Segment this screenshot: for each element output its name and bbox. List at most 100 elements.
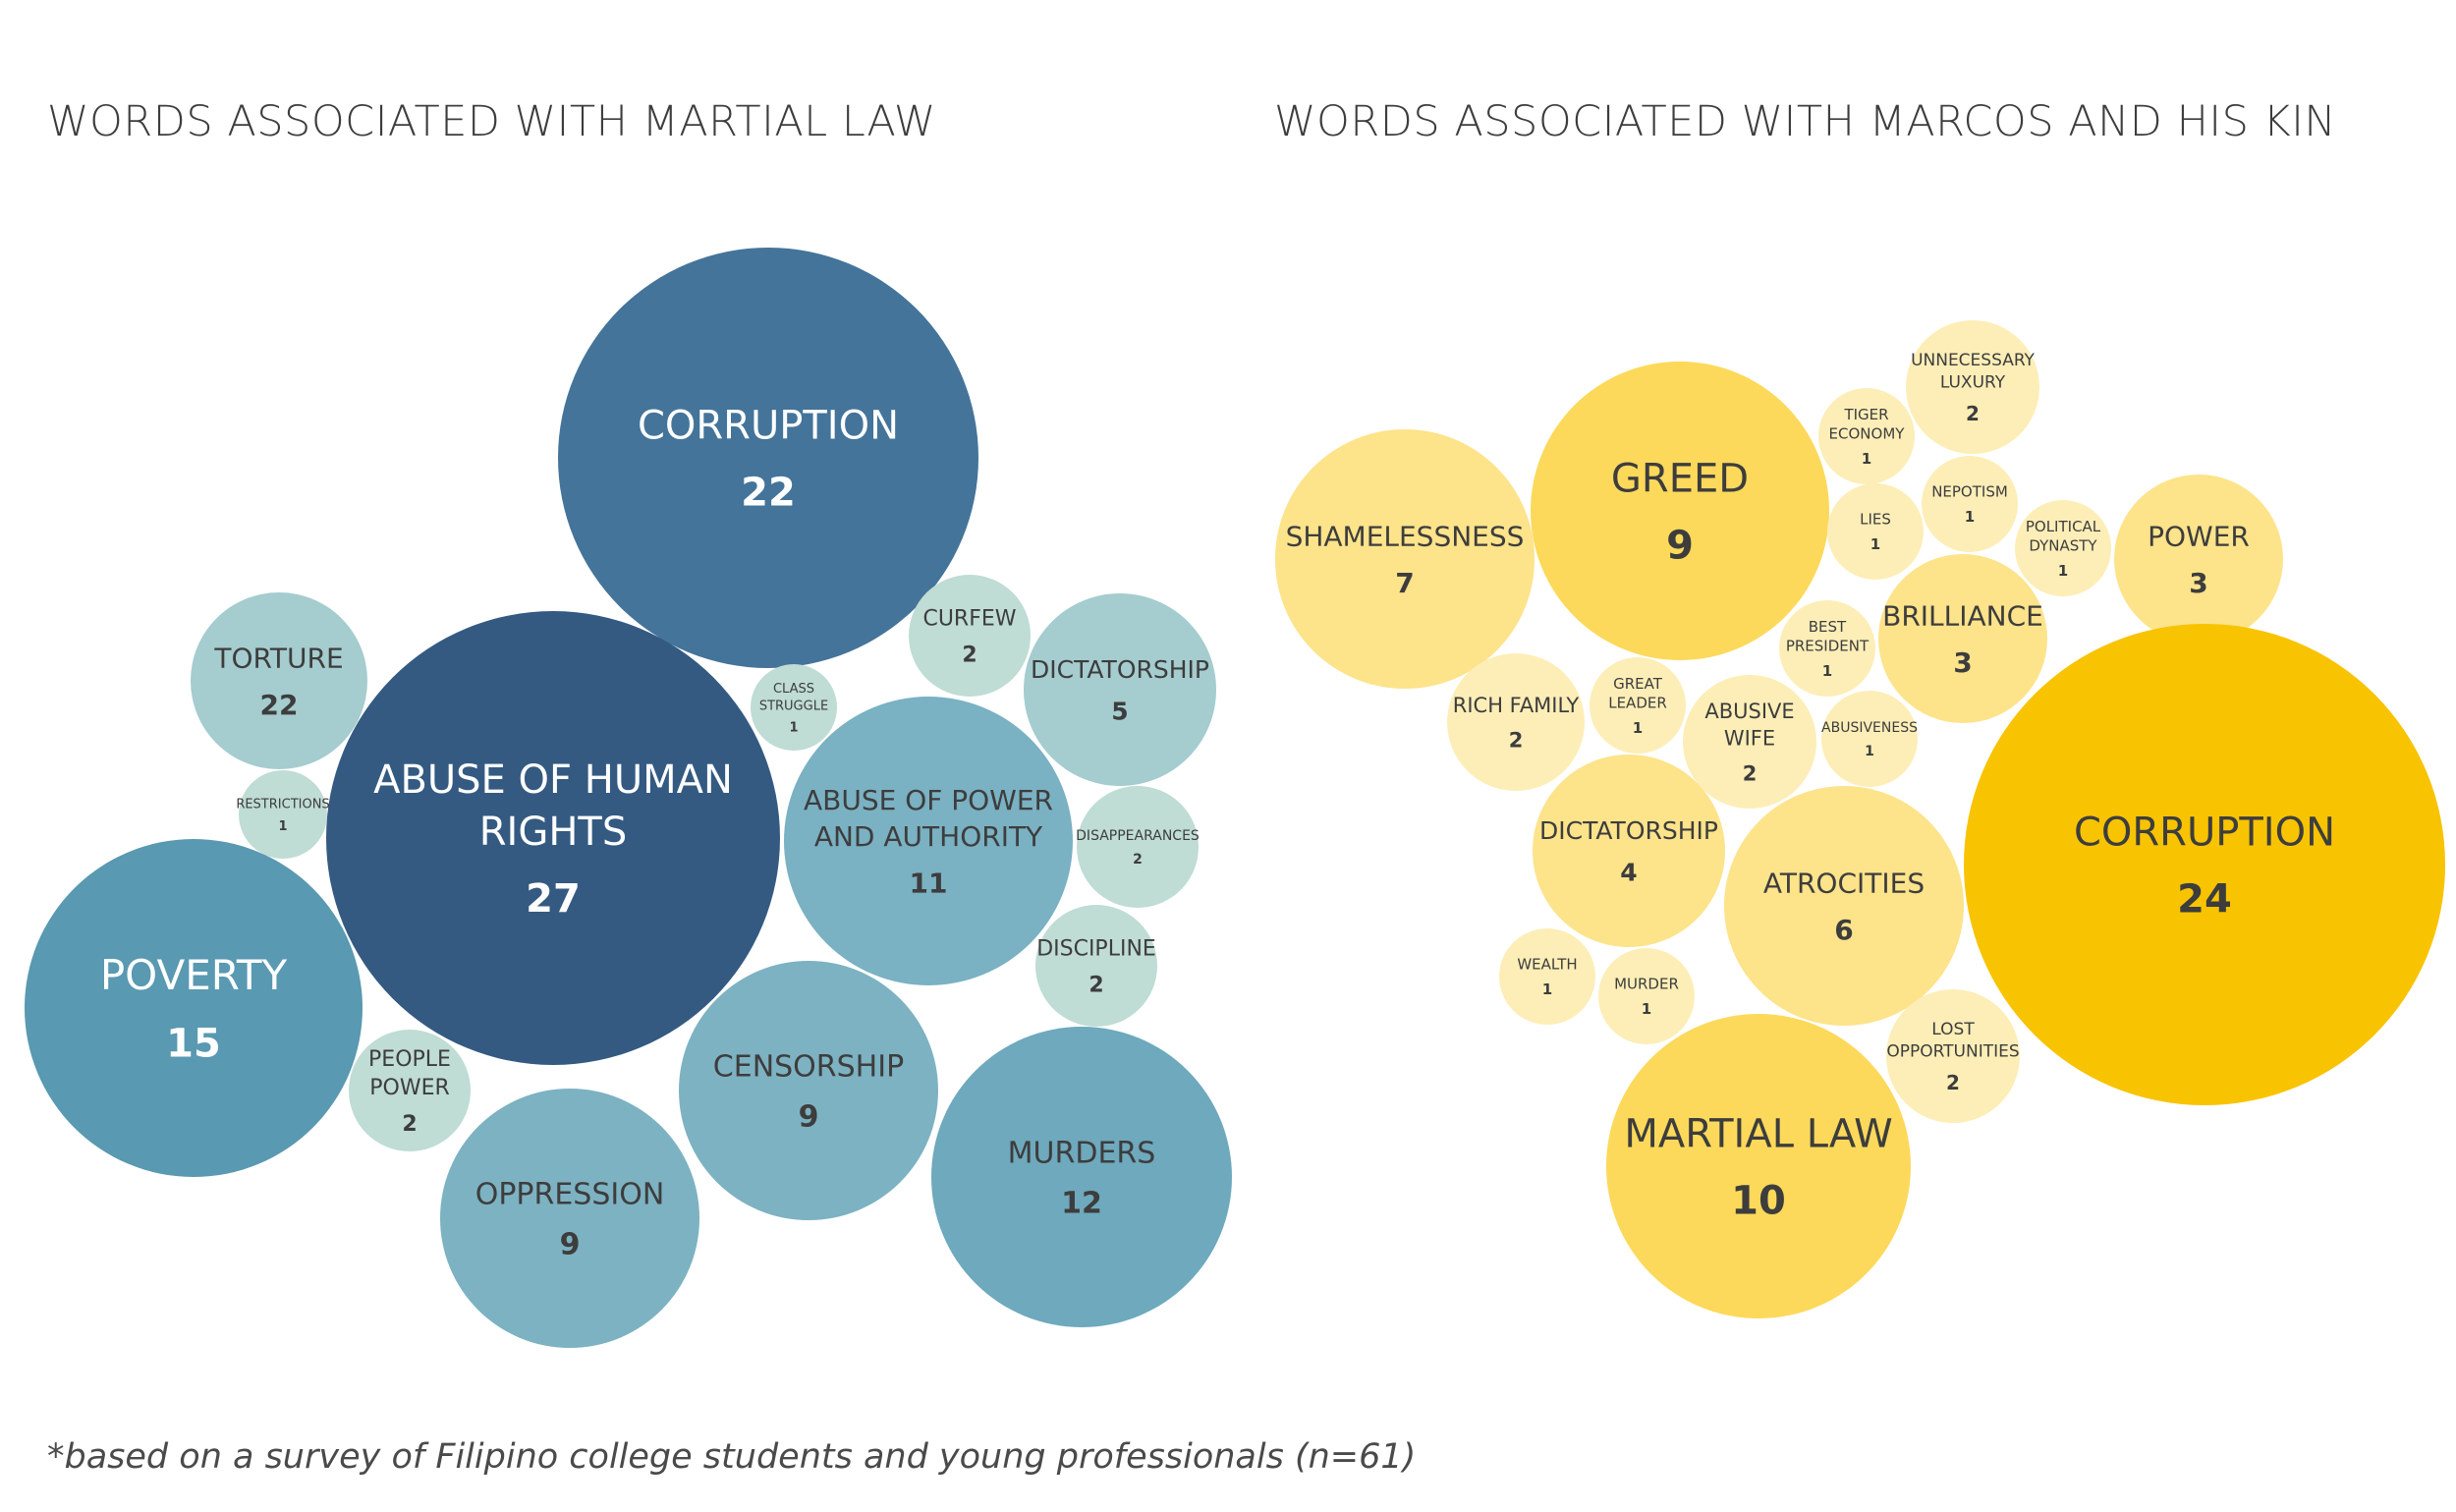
martial-law-bubble-label-torture-1: TORTURE	[213, 642, 343, 674]
marcos-bubble-label-tiger-economy-1: TIGER	[1843, 406, 1888, 423]
martial-law-bubble-label-class-struggle-2: STRUGGLE	[759, 699, 828, 713]
marcos-bubble-martial-law	[1606, 1014, 1911, 1318]
martial-law-bubble-torture	[191, 592, 367, 769]
marcos-bubble-value-abusive-wife: 2	[1743, 761, 1758, 785]
marcos-bubble-label-great-leader-2: LEADER	[1608, 695, 1667, 712]
marcos-bubble-nepotism	[1922, 456, 2018, 552]
martial-law-bubble-label-discipline-1: DISCIPLINE	[1036, 936, 1156, 961]
martial-law-bubble-value-poverty: 15	[166, 1021, 221, 1066]
marcos-bubble-label-corruption-1: CORRUPTION	[2074, 811, 2335, 856]
marcos-bubble-value-corruption: 24	[2177, 877, 2232, 923]
martial-law-bubble-curfew	[909, 575, 1031, 697]
martial-law-bubble-label-people-power-1: PEOPLE	[368, 1047, 451, 1072]
martial-law-bubble-label-curfew-1: CURFEW	[922, 606, 1016, 631]
marcos-bubble-political-dynasty	[2015, 500, 2111, 596]
marcos-bubble-label-abusive-wife-1: ABUSIVE	[1704, 700, 1794, 723]
marcos-bubble-label-tiger-economy-2: ECONOMY	[1829, 425, 1906, 443]
martial-law-bubble-label-people-power-2: POWER	[369, 1076, 450, 1100]
marcos-bubble-value-best-president: 1	[1822, 662, 1832, 680]
martial-law-bubble-restrictions	[239, 770, 327, 859]
martial-law-bubble-value-abuse-of-human-rights: 27	[526, 876, 581, 922]
martial-law-bubble-class-struggle	[751, 664, 837, 751]
martial-law-bubble-dictatorship	[1024, 593, 1216, 786]
martial-law-bubble-value-abuse-of-power-and-authority: 11	[910, 867, 948, 899]
marcos-bubble-label-wealth-1: WEALTH	[1517, 956, 1577, 974]
martial-law-bubble-disappearances	[1077, 786, 1199, 908]
marcos-bubble-value-greed: 9	[1666, 524, 1694, 569]
marcos-bubble-label-lies-1: LIES	[1860, 511, 1891, 529]
marcos-bubble-value-martial-law: 10	[1731, 1179, 1786, 1224]
martial-law-bubble-poverty	[25, 839, 363, 1177]
martial-law-bubble-value-oppression: 9	[560, 1227, 581, 1261]
marcos-bubble-label-best-president-2: PRESIDENT	[1786, 638, 1870, 655]
marcos-bubble-value-unnecessary-luxury: 2	[1966, 402, 1980, 425]
marcos-bubble-label-best-president-1: BEST	[1809, 618, 1847, 636]
marcos-bubble-value-tiger-economy: 1	[1862, 450, 1871, 468]
martial-law-bubble-value-corruption: 22	[741, 471, 796, 516]
marcos-bubble-value-lost-opportunities: 2	[1946, 1071, 1960, 1094]
martial-law-bubble-label-disappearances-1: DISAPPEARANCES	[1076, 828, 1200, 844]
martial-law-bubble-label-censorship-1: CENSORSHIP	[713, 1049, 904, 1084]
chart-title-marcos-kin: WORDS ASSOCIATED WITH MARCOS AND HIS KIN	[1274, 97, 2336, 146]
marcos-bubble-value-abusiveness: 1	[1865, 744, 1874, 759]
martial-law-bubble-value-murders: 12	[1061, 1186, 1102, 1220]
marcos-bubble-value-murder: 1	[1642, 1000, 1651, 1018]
martial-law-bubble-label-restrictions-1: RESTRICTIONS	[236, 798, 329, 812]
martial-law-bubble-murders	[931, 1027, 1232, 1327]
marcos-bubble-murder	[1598, 948, 1695, 1044]
marcos-bubble-label-unnecessary-luxury-2: LUXURY	[1940, 373, 2006, 393]
martial-law-bubble-label-corruption-1: CORRUPTION	[638, 404, 899, 449]
martial-law-bubble-value-censorship: 9	[799, 1099, 819, 1134]
marcos-bubble-label-political-dynasty-1: POLITICAL	[2026, 518, 2101, 535]
martial-law-bubble-people-power	[349, 1030, 471, 1151]
marcos-bubble-label-dictatorship-1: DICTATORSHIP	[1539, 816, 1718, 845]
marcos-bubble-abusive-wife	[1683, 675, 1816, 809]
marcos-bubble-brilliance	[1878, 554, 2047, 723]
marcos-bubble-lost-opportunities	[1886, 989, 2020, 1123]
marcos-bubble-label-greed-1: GREED	[1611, 457, 1749, 502]
martial-law-bubble-value-people-power: 2	[402, 1112, 417, 1137]
marcos-bubble-tiger-economy	[1818, 388, 1915, 484]
martial-law-bubble-value-class-struggle: 1	[789, 720, 798, 735]
marcos-bubble-great-leader	[1590, 657, 1686, 754]
marcos-bubble-label-nepotism-1: NEPOTISM	[1931, 483, 2008, 501]
marcos-bubble-value-brilliance: 3	[1953, 646, 1972, 679]
martial-law-bubble-value-restrictions: 1	[278, 819, 287, 834]
marcos-bubble-label-political-dynasty-2: DYNASTY	[2029, 537, 2097, 555]
marcos-bubble-unnecessary-luxury	[1906, 320, 2039, 454]
marcos-bubble-value-lies: 1	[1870, 535, 1880, 553]
marcos-bubble-greed	[1531, 362, 1829, 660]
martial-law-bubble-label-class-struggle-1: CLASS	[773, 682, 814, 697]
footnote: *based on a survey of Filipino college s…	[47, 1437, 1416, 1477]
marcos-bubble-label-unnecessary-luxury-1: UNNECESSARY	[1911, 351, 2035, 370]
marcos-bubble-label-shamelessness-1: SHAMELESSNESS	[1286, 520, 1525, 552]
marcos-bubble-label-brilliance-1: BRILLIANCE	[1882, 599, 2043, 632]
marcos-bubble-value-dictatorship: 4	[1620, 858, 1637, 886]
martial-law-bubble-label-murders-1: MURDERS	[1008, 1136, 1156, 1170]
marcos-bubble-value-rich-family: 2	[1509, 728, 1524, 752]
marcos-bubble-value-shamelessness: 7	[1395, 567, 1414, 599]
marcos-bubble-value-power: 3	[2189, 567, 2207, 599]
martial-law-bubble-value-discipline: 2	[1088, 974, 1103, 998]
marcos-bubble-best-president	[1779, 600, 1875, 697]
marcos-bubble-label-great-leader-1: GREAT	[1613, 675, 1663, 693]
marcos-bubble-label-lost-opportunities-1: LOST	[1931, 1020, 1975, 1039]
martial-law-bubble-oppression	[440, 1089, 699, 1348]
marcos-bubble-lies	[1827, 483, 1924, 580]
martial-law-bubble-label-poverty-1: POVERTY	[100, 951, 288, 999]
marcos-bubble-label-martial-law-1: MARTIAL LAW	[1624, 1112, 1892, 1157]
martial-law-bubble-label-abuse-of-human-rights-1: ABUSE OF HUMAN	[373, 757, 733, 803]
marcos-bubble-value-atrocities: 6	[1834, 914, 1853, 946]
chart-title-martial-law: WORDS ASSOCIATED WITH MARTIAL LAW	[47, 97, 936, 146]
marcos-bubble-rich-family	[1447, 653, 1585, 791]
martial-law-bubble-corruption	[558, 248, 978, 668]
marcos-bubble-label-murder-1: MURDER	[1614, 976, 1679, 993]
martial-law-bubble-censorship	[679, 961, 938, 1220]
marcos-bubble-label-atrocities-1: ATROCITIES	[1763, 867, 1925, 899]
marcos-bubble-shamelessness	[1275, 429, 1535, 689]
marcos-bubble-label-abusive-wife-2: WIFE	[1724, 727, 1775, 751]
marcos-bubble-wealth	[1499, 928, 1595, 1025]
marcos-bubble-label-lost-opportunities-2: OPPORTUNITIES	[1886, 1042, 2019, 1062]
